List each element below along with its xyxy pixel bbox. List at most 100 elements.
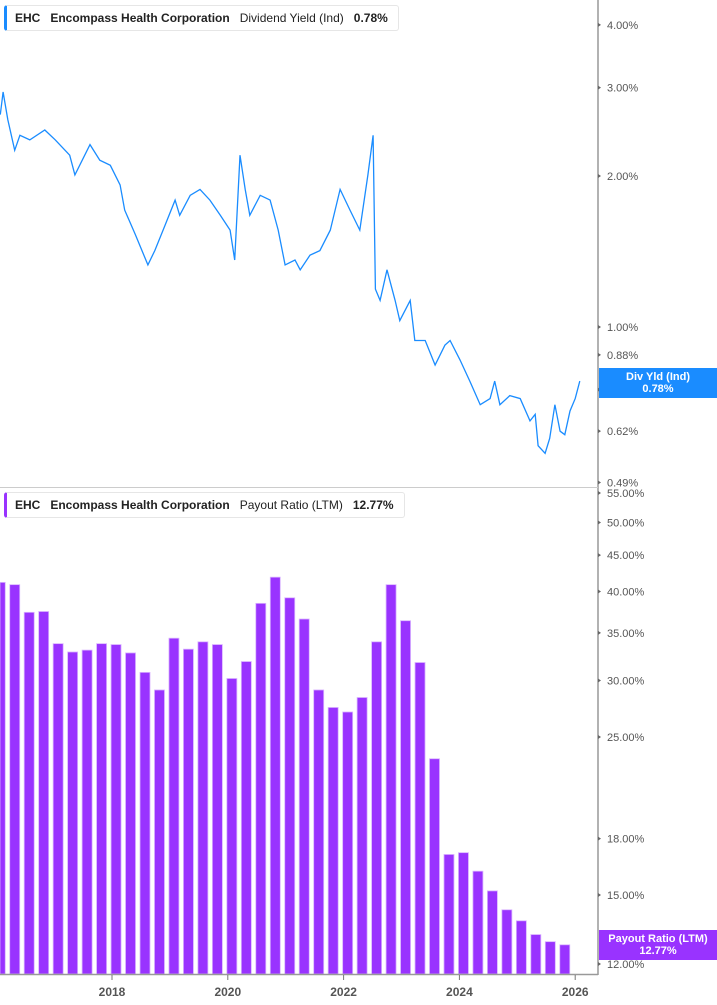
payout-ratio-bar <box>139 671 151 975</box>
x-tick-label: 2018 <box>99 985 126 999</box>
y-tick-label: 35.00% <box>607 628 645 640</box>
dividend-yield-pane <box>0 91 581 455</box>
dividend-yield-tooltip: Div Yld (Ind) 0.78% <box>599 368 717 398</box>
y-tick-label: 3.00% <box>607 83 638 95</box>
tooltip-value: 0.78% <box>642 383 674 395</box>
payout-ratio-bar <box>385 584 397 975</box>
y-tick-mark <box>598 85 601 90</box>
y-tick-label: 0.88% <box>607 350 638 362</box>
payout-ratio-bar <box>327 707 339 975</box>
y-tick-label: 15.00% <box>607 890 645 902</box>
tooltip-label: Payout Ratio (LTM) <box>608 933 708 945</box>
payout-ratio-bar <box>125 652 136 975</box>
x-tick-label: 2020 <box>214 985 241 999</box>
payout-ratio-bar <box>255 602 267 975</box>
payout-ratio-bar <box>487 890 498 975</box>
tooltip-label: Div Yld (Ind) <box>626 371 690 383</box>
payout-ratio-bar <box>544 941 556 975</box>
y-tick-mark <box>598 520 601 525</box>
y-tick-label: 45.00% <box>607 550 645 562</box>
y-tick-mark <box>598 589 601 594</box>
y-tick-mark <box>598 325 601 329</box>
payout-ratio-bar <box>67 651 79 975</box>
y-tick-label: 1.00% <box>607 322 638 334</box>
y-tick-label: 4.00% <box>607 20 638 32</box>
dividend-yield-legend[interactable]: EHC Encompass Health Corporation Dividen… <box>4 5 399 31</box>
y-tick-label: 50.00% <box>607 517 645 529</box>
y-tick-label: 55.00% <box>607 488 645 500</box>
payout-ratio-bar <box>269 576 281 975</box>
y-tick-mark <box>598 480 601 485</box>
y-tick-mark <box>598 22 601 27</box>
y-tick-mark <box>598 352 601 357</box>
payout-ratio-bar <box>0 581 6 975</box>
y-tick-label: 40.00% <box>607 587 645 599</box>
payout-ratio-bar <box>298 618 310 975</box>
y-tick-label: 30.00% <box>607 676 645 688</box>
legend-value: 12.77% <box>352 498 394 512</box>
y-tick-mark <box>598 678 601 683</box>
payout-ratio-bar <box>530 934 542 975</box>
y-tick-mark <box>598 173 601 178</box>
legend-metric: Dividend Yield (Ind) <box>239 11 344 25</box>
payout-ratio-bar <box>9 584 21 975</box>
payout-ratio-bar <box>472 870 484 975</box>
payout-ratio-bar <box>400 620 411 975</box>
y-tick-mark <box>598 836 601 841</box>
payout-ratio-bar <box>168 637 180 975</box>
payout-ratio-bar <box>501 909 513 975</box>
legend-company: Encompass Health Corporation <box>50 11 230 25</box>
payout-ratio-bar <box>52 643 64 975</box>
y-tick-label: 0.49% <box>607 477 638 489</box>
payout-ratio-bar <box>211 644 223 975</box>
payout-ratio-bar <box>284 597 296 975</box>
payout-ratio-bar <box>515 920 527 975</box>
payout-ratio-bar <box>183 648 194 975</box>
tooltip-value: 12.77% <box>639 945 677 957</box>
y-tick-mark <box>598 429 601 434</box>
y-tick-label: 0.62% <box>607 426 638 438</box>
payout-ratio-bar <box>458 852 469 975</box>
dividend-yield-line <box>0 91 581 455</box>
payout-ratio-bar <box>81 649 93 975</box>
y-tick-mark <box>598 734 601 739</box>
x-tick-label: 2024 <box>446 985 473 999</box>
payout-ratio-bar <box>414 662 426 975</box>
payout-ratio-bar <box>154 689 165 975</box>
payout-ratio-bar <box>342 711 354 975</box>
payout-ratio-bar <box>96 643 107 975</box>
x-tick-label: 2026 <box>562 985 589 999</box>
payout-ratio-bar <box>240 661 252 975</box>
payout-ratio-bar <box>110 644 122 975</box>
legend-value: 0.78% <box>353 11 388 25</box>
y-tick-label: 25.00% <box>607 732 645 744</box>
y-tick-mark <box>598 491 601 495</box>
y-tick-label: 12.00% <box>607 959 645 971</box>
payout-ratio-bar <box>443 854 455 975</box>
payout-ratio-bar <box>23 611 35 975</box>
legend-company: Encompass Health Corporation <box>50 498 230 512</box>
payout-ratio-bar <box>38 611 50 975</box>
payout-ratio-bar <box>559 944 571 975</box>
y-tick-mark <box>598 962 601 967</box>
y-tick-mark <box>598 630 601 635</box>
payout-ratio-legend[interactable]: EHC Encompass Health Corporation Payout … <box>4 492 405 518</box>
payout-ratio-bar <box>313 689 325 975</box>
payout-ratio-bar <box>356 697 368 975</box>
y-tick-mark <box>598 892 601 897</box>
y-tick-label: 2.00% <box>607 171 638 183</box>
x-tick-label: 2022 <box>330 985 357 999</box>
legend-ticker: EHC <box>15 11 41 25</box>
payout-ratio-bar <box>371 641 383 975</box>
legend-ticker: EHC <box>15 498 41 512</box>
axes: 4.00%3.00%2.00%1.00%0.88%0.75%0.62%0.49%… <box>0 0 645 999</box>
payout-ratio-bar <box>429 758 440 975</box>
payout-ratio-tooltip: Payout Ratio (LTM) 12.77% <box>599 930 717 960</box>
legend-metric: Payout Ratio (LTM) <box>239 498 343 512</box>
payout-ratio-bar <box>226 678 238 975</box>
y-tick-mark <box>598 553 601 558</box>
y-tick-label: 18.00% <box>607 834 645 846</box>
payout-ratio-bar <box>197 641 209 975</box>
payout-ratio-pane <box>0 576 571 975</box>
